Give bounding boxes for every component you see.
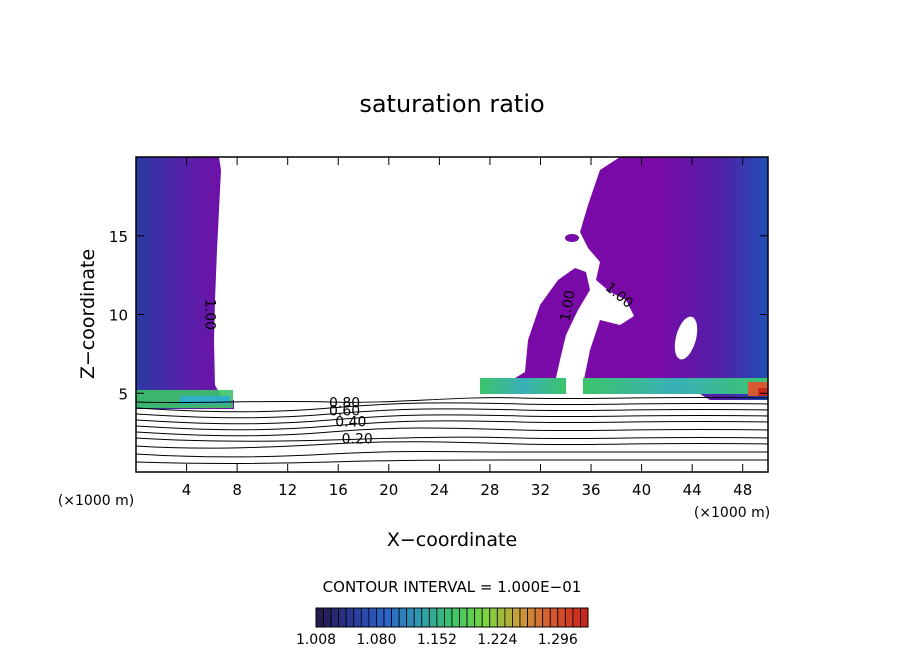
colorbar-cell — [542, 607, 551, 628]
colorbar-tick-label: 1.080 — [356, 632, 396, 648]
colorbar-cell — [496, 607, 506, 628]
colorbar-tick-labels: 1.008 1.080 1.152 1.224 1.296 — [296, 632, 578, 648]
contour-label: 1.00 — [202, 299, 218, 330]
colorbar-cell — [323, 607, 332, 628]
colorbar-cell — [557, 607, 566, 628]
colorbar-cell — [580, 607, 589, 628]
x-tick-label: 32 — [531, 481, 550, 499]
y-tick-label: 15 — [109, 228, 128, 246]
colorbar-cell — [338, 607, 347, 628]
colorbar-tick-label: 1.296 — [538, 632, 578, 648]
x-tick-label: 28 — [480, 481, 499, 499]
region-small-blob — [565, 234, 579, 242]
colorbar-cell — [330, 607, 340, 628]
contour-labels: 1.00 1.00 1.000.800.600.400.20 — [202, 280, 636, 448]
colorbar-cell — [489, 607, 498, 628]
contour-label: 0.20 — [342, 432, 373, 448]
region-right-column — [580, 157, 768, 400]
region-right-hole — [674, 316, 698, 360]
colorbar-cell — [315, 607, 324, 628]
x-tick-label: 24 — [430, 481, 449, 499]
x-tick-label: 8 — [232, 481, 242, 499]
colorbar-cell — [383, 607, 392, 628]
colorbar-cell — [519, 607, 528, 628]
x-tick-label: 44 — [683, 481, 702, 499]
chart-title: saturation ratio — [359, 90, 544, 118]
colorbar-cell — [564, 607, 574, 628]
colorbar-tick-label: 1.008 — [296, 632, 336, 648]
colorbar-cell — [398, 607, 408, 628]
x-tick-label: 36 — [581, 481, 600, 499]
x-axis-ticks: 4 8 12 16 20 24 28 32 36 40 44 48 — [182, 157, 752, 499]
y-axis-label: Z−coordinate — [77, 249, 99, 379]
band-left-inner — [180, 396, 230, 404]
colorbar-cell — [527, 607, 536, 628]
contour-lines — [136, 396, 768, 464]
x-tick-label: 20 — [379, 481, 398, 499]
colorbar-cell — [360, 607, 370, 628]
band-right-hot2 — [758, 388, 768, 396]
y-axis-ticks: 5 10 15 — [109, 228, 768, 403]
colorbar-cell — [406, 607, 415, 628]
x-tick-label: 16 — [329, 481, 348, 499]
colorbar-cell — [572, 607, 581, 628]
colorbar-cell — [534, 607, 544, 628]
colorbar-cell — [444, 607, 453, 628]
colorbar-frame — [315, 607, 589, 628]
colorbar-cell — [459, 607, 468, 628]
colorbar-cell — [391, 607, 400, 628]
x-tick-label: 12 — [278, 481, 297, 499]
colorbar-cell — [512, 607, 521, 628]
colorbar-cell — [421, 607, 430, 628]
x-unit-label: (×1000 m) — [58, 493, 134, 509]
y-tick-label: 10 — [109, 307, 128, 325]
colorbar-cell — [451, 607, 460, 628]
x-tick-label: 4 — [182, 481, 192, 499]
z-unit-label: (×1000 m) — [694, 505, 770, 521]
colorbar-tick-label: 1.224 — [477, 632, 517, 648]
contour-label: 0.40 — [335, 414, 366, 430]
contour-interval-text: CONTOUR INTERVAL = 1.000E−01 — [323, 578, 582, 596]
colorbar-cell — [504, 607, 513, 628]
x-tick-label: 48 — [733, 481, 752, 499]
region-left-column — [136, 157, 234, 409]
contour-label: 0.80 — [329, 395, 360, 411]
colorbar-cell — [353, 607, 362, 628]
colorbar-cell — [549, 607, 559, 628]
y-tick-label: 5 — [118, 385, 128, 403]
contour-label: 0.60 — [329, 403, 360, 419]
colorbar-cell — [474, 607, 483, 628]
plot-area — [136, 157, 768, 464]
colorbar-cell — [413, 607, 423, 628]
contour-label: 1.00 — [558, 289, 579, 322]
colorbar-cell — [368, 607, 377, 628]
x-tick-label: 40 — [632, 481, 651, 499]
x-axis-label: X−coordinate — [387, 529, 517, 551]
colorbar-cell — [466, 607, 476, 628]
colorbar-cell — [345, 607, 355, 628]
colorbar-cell — [376, 607, 385, 628]
colorbar-cell — [436, 607, 445, 628]
colorbar — [315, 607, 589, 628]
region-central-plume — [480, 268, 590, 394]
colorbar-tick-label: 1.152 — [417, 632, 457, 648]
band-central — [480, 378, 566, 394]
band-right — [583, 378, 768, 394]
colorbar-cell — [428, 607, 438, 628]
colorbar-cell — [481, 607, 491, 628]
